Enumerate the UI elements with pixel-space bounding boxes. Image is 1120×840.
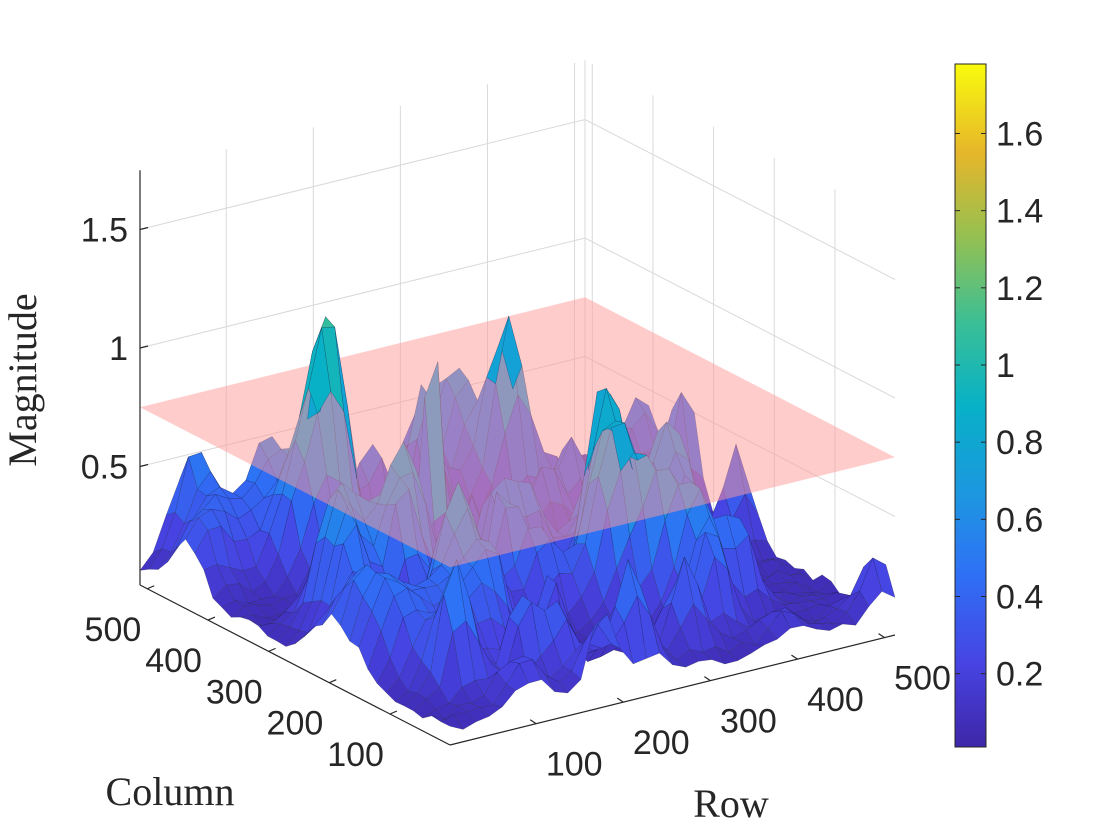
colorbar-ticks: 0.2 0.4 0.6 0.8 1 1.2 1.4 1.6 (955, 115, 1043, 694)
y-tick-mark (329, 679, 337, 684)
x-axis-ticks: 100 200 300 400 500 (529, 633, 951, 784)
x-tick-label: 500 (894, 660, 951, 698)
colorbar-tick-label: 0.2 (996, 656, 1043, 694)
y-tick-label: 400 (145, 642, 202, 680)
x-tick-mark (616, 697, 624, 703)
colorbar-tick-label: 0.8 (996, 424, 1043, 462)
y-tick-mark (389, 710, 398, 715)
y-axis-title: Column (106, 769, 235, 814)
surface-front-layer (299, 315, 648, 480)
z-axis-ticks: 0.5 1 1.5 (81, 212, 149, 487)
surface-cell (486, 316, 509, 384)
colorbar (954, 63, 987, 748)
colorbar-tick-label: 0.4 (996, 579, 1043, 617)
y-tick-mark (268, 647, 276, 652)
colorbar-tick-label: 1.4 (996, 193, 1043, 231)
colorbar-tick-label: 1.2 (996, 270, 1043, 308)
x-tick-mark (878, 633, 885, 639)
x-tick-mark (704, 676, 711, 682)
z-tick-mark (139, 345, 149, 349)
z-tick-mark (139, 226, 149, 231)
x-tick-label: 300 (720, 703, 777, 741)
x-tick-label: 100 (546, 746, 603, 784)
colorbar-tick-label: 1 (996, 347, 1015, 385)
x-tick-mark (529, 719, 537, 725)
y-tick-mark (147, 585, 155, 590)
x-tick-mark (791, 654, 798, 660)
x-tick-label: 200 (633, 724, 690, 762)
surface-cell (308, 327, 331, 415)
z-tick-label: 1.5 (81, 212, 128, 250)
z-tick-mark (139, 463, 149, 468)
surface-cell (440, 714, 464, 730)
z-tick-label: 0.5 (81, 449, 128, 487)
surface-cell (611, 422, 634, 472)
grid-line (139, 118, 896, 280)
y-tick-label: 200 (267, 705, 324, 743)
x-tick-label: 400 (807, 681, 864, 719)
colorbar-tick-label: 1.6 (996, 115, 1043, 153)
z-axis-title: Magnitude (0, 293, 45, 466)
colorbar-tick-label: 0.6 (996, 501, 1043, 539)
x-axis-line (449, 634, 896, 746)
y-tick-label: 100 (327, 736, 384, 774)
axes-lines (139, 170, 896, 746)
y-tick-mark (207, 616, 216, 621)
y-tick-label: 300 (206, 673, 263, 711)
x-axis-title: Row (693, 781, 769, 826)
y-axis-line (139, 584, 451, 746)
z-tick-label: 1 (109, 330, 128, 368)
y-tick-label: 500 (85, 611, 142, 649)
